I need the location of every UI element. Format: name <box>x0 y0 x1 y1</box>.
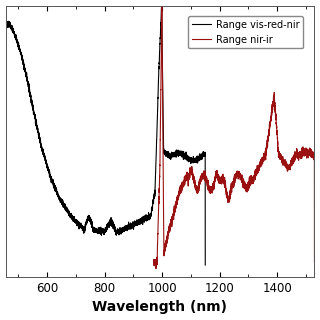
Legend: Range vis-red-nir, Range nir-ir: Range vis-red-nir, Range nir-ir <box>188 16 303 49</box>
Range vis-red-nir <box>89 217 93 221</box>
Range nir-ir <box>160 4 164 7</box>
Range vis-red-nir <box>178 150 182 154</box>
Range nir-ir <box>309 156 313 159</box>
Range vis-red-nir <box>38 141 42 145</box>
Line: Range nir-ir: Range nir-ir <box>154 5 315 268</box>
Range nir-ir <box>213 177 217 181</box>
Range vis-red-nir <box>80 225 84 229</box>
Range nir-ir <box>220 178 224 181</box>
Range nir-ir <box>180 188 183 191</box>
Range nir-ir <box>313 260 316 264</box>
Range nir-ir <box>292 153 296 157</box>
Range nir-ir <box>154 267 158 270</box>
X-axis label: Wavelength (nm): Wavelength (nm) <box>92 300 228 315</box>
Line: Range vis-red-nir: Range vis-red-nir <box>5 6 205 265</box>
Range vis-red-nir <box>199 152 203 156</box>
Range nir-ir <box>170 218 174 222</box>
Range vis-red-nir <box>203 263 207 267</box>
Range vis-red-nir <box>4 20 7 24</box>
Range nir-ir <box>152 258 156 261</box>
Range vis-red-nir <box>27 85 30 89</box>
Range vis-red-nir <box>160 4 164 8</box>
